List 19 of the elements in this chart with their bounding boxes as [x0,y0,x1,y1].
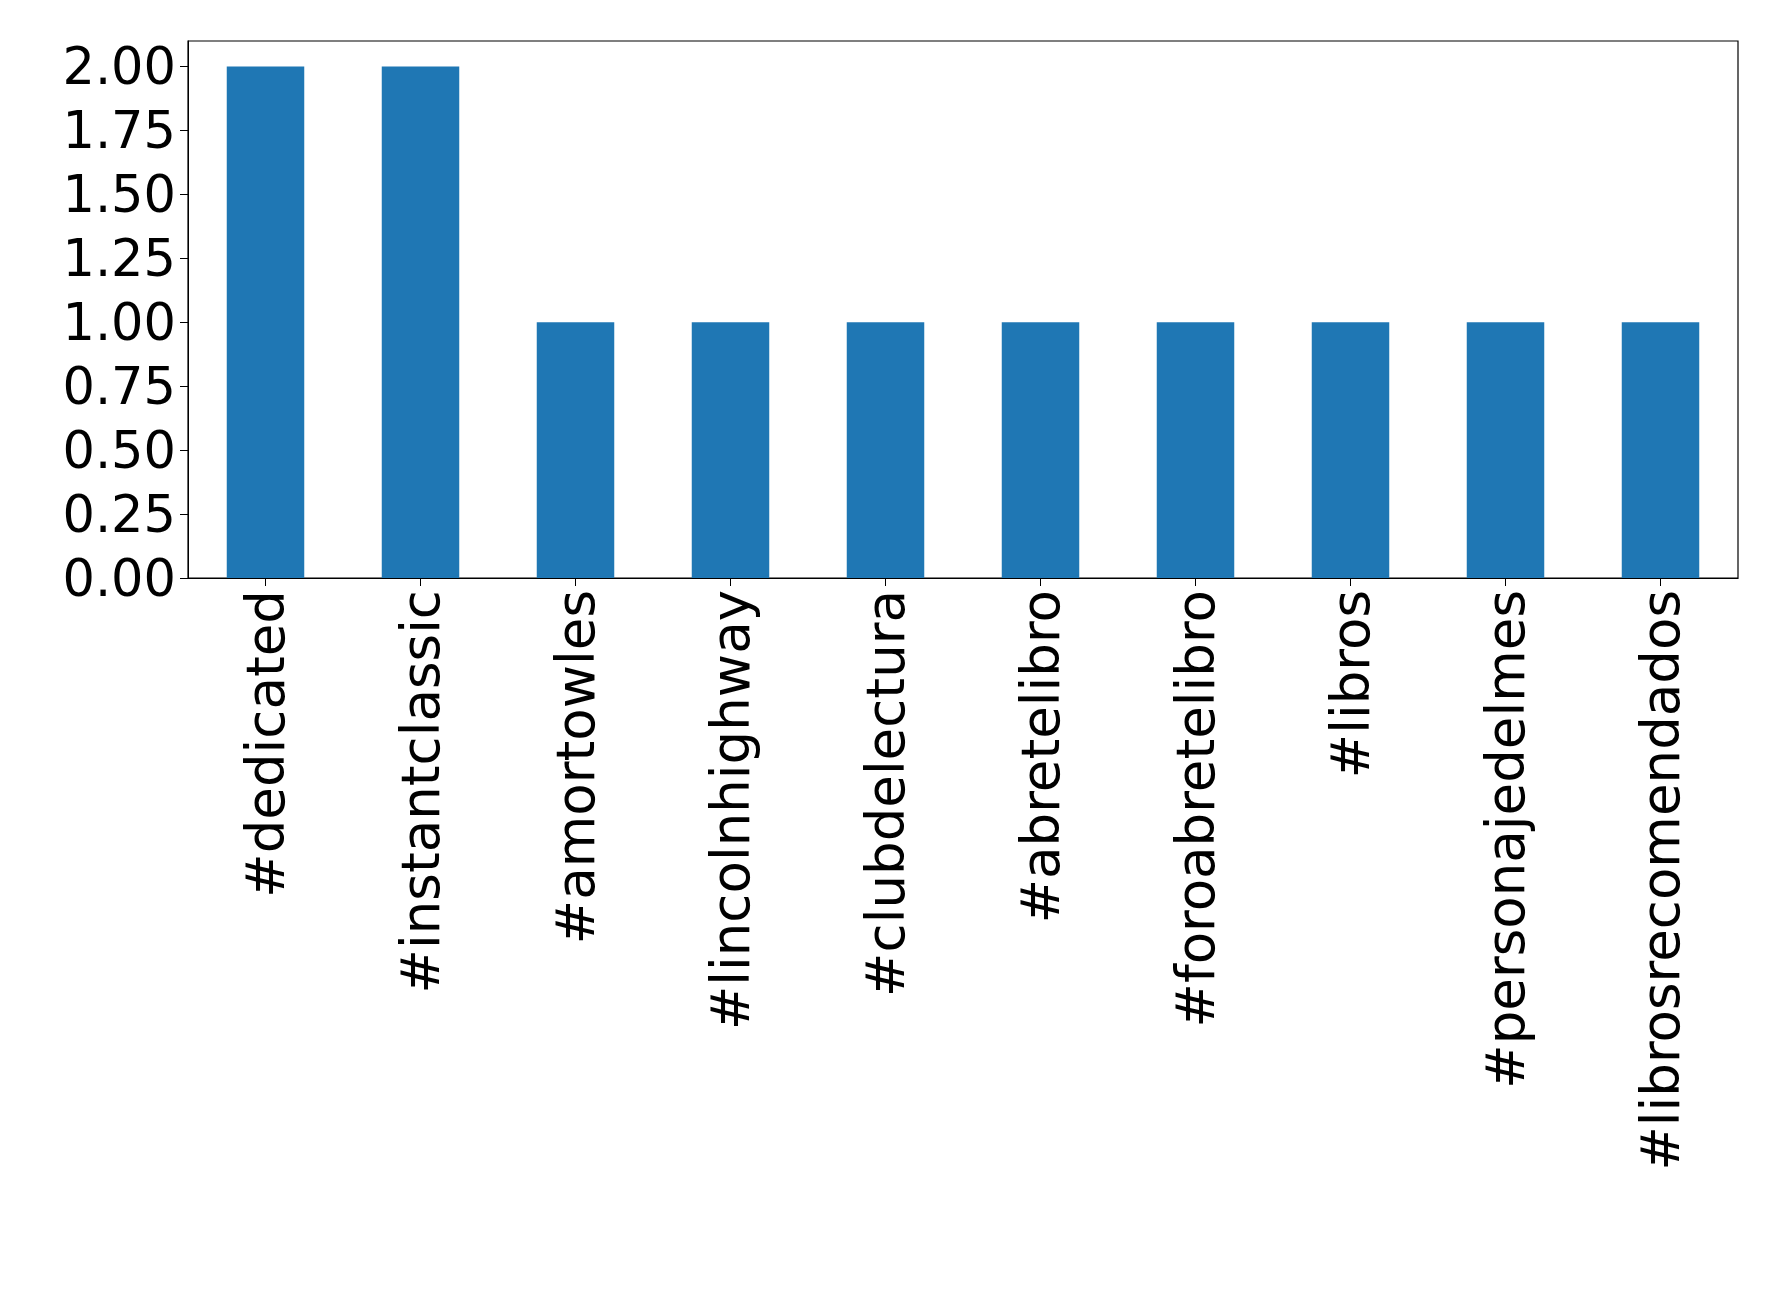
x-tick-label: #foroabretelibro [1165,590,1226,1028]
x-tick-label: #librosrecomendados [1630,590,1691,1171]
y-tick-label: 1.00 [62,292,176,352]
y-tick-label: 1.50 [62,164,176,224]
y-tick-label: 2.00 [62,37,176,97]
x-tick-label: #instantclassic [390,590,451,994]
y-tick-label: 1.75 [62,101,176,160]
y-tick-label: 0.00 [62,548,176,608]
x-tick-label: #abretelibro [1010,590,1071,924]
y-tick-label: 1.25 [62,228,176,288]
x-tick-label: #personajedelmes [1475,590,1536,1089]
x-tick-label: #libros [1320,590,1381,779]
x-tick-label: #dedicated [235,590,296,898]
y-tick-label: 0.50 [62,420,176,480]
x-tick-label: #clubdelectura [855,590,916,997]
y-tick-label: 0.75 [62,356,176,416]
x-tick-label: #lincolnhighway [700,590,761,1031]
y-tick-label: 0.25 [62,484,176,544]
x-tick-label: #amortowles [545,590,606,945]
